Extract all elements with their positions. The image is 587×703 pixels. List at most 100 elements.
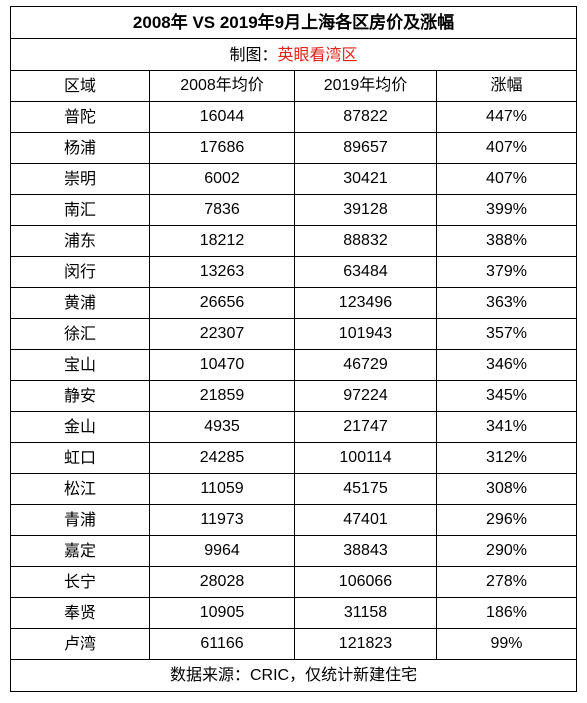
region-cell: 静安 <box>10 380 150 412</box>
region-cell: 浦东 <box>10 225 150 257</box>
table-row: 杨浦 17686 89657 407% <box>10 132 578 164</box>
table-row: 卢湾 61166 121823 99% <box>10 628 578 660</box>
table-row: 奉贤 10905 31158 186% <box>10 597 578 629</box>
price-2019-cell: 47401 <box>294 504 437 536</box>
header-2008: 2008年均价 <box>149 70 295 102</box>
price-2019-cell: 31158 <box>294 597 437 629</box>
price-2008-cell: 9964 <box>149 535 295 567</box>
growth-cell: 312% <box>435 442 578 474</box>
region-cell: 普陀 <box>10 101 150 133</box>
price-2008-cell: 6002 <box>149 163 295 195</box>
growth-cell: 341% <box>435 411 578 443</box>
growth-cell: 99% <box>435 628 578 660</box>
region-cell: 金山 <box>10 411 150 443</box>
growth-cell: 346% <box>435 349 578 381</box>
price-2008-cell: 22307 <box>149 318 295 350</box>
price-2008-cell: 13263 <box>149 256 295 288</box>
price-2008-cell: 4935 <box>149 411 295 443</box>
price-2019-cell: 121823 <box>294 628 437 660</box>
price-2019-cell: 39128 <box>294 194 437 226</box>
price-2008-cell: 7836 <box>149 194 295 226</box>
region-cell: 黄浦 <box>10 287 150 319</box>
table-row: 金山 4935 21747 341% <box>10 411 578 443</box>
price-2008-cell: 17686 <box>149 132 295 164</box>
price-2019-cell: 100114 <box>294 442 437 474</box>
header-2019: 2019年均价 <box>294 70 437 102</box>
price-2008-cell: 10470 <box>149 349 295 381</box>
table-row: 虹口 24285 100114 312% <box>10 442 578 474</box>
maker-label: 制图： <box>229 44 278 64</box>
table-row: 崇明 6002 30421 407% <box>10 163 578 195</box>
region-cell: 嘉定 <box>10 535 150 567</box>
price-2008-cell: 11973 <box>149 504 295 536</box>
table-row: 静安 21859 97224 345% <box>10 380 578 412</box>
table-row: 嘉定 9964 38843 290% <box>10 535 578 567</box>
price-2019-cell: 101943 <box>294 318 437 350</box>
region-cell: 宝山 <box>10 349 150 381</box>
price-2019-cell: 87822 <box>294 101 437 133</box>
source-note: 数据来源：CRIC，仅统计新建住宅 <box>9 659 578 692</box>
price-2008-cell: 16044 <box>149 101 295 133</box>
price-2019-cell: 45175 <box>294 473 437 505</box>
price-2008-cell: 61166 <box>149 628 295 660</box>
region-cell: 虹口 <box>10 442 150 474</box>
growth-cell: 407% <box>435 132 578 164</box>
price-2019-cell: 30421 <box>294 163 437 195</box>
price-table: 2008年 VS 2019年9月上海各区房价及涨幅 制图：英眼看湾区 区域 20… <box>9 6 578 692</box>
header-growth: 涨幅 <box>435 70 578 102</box>
table-row: 长宁 28028 106066 278% <box>10 566 578 598</box>
table-row: 青浦 11973 47401 296% <box>10 504 578 536</box>
header-region: 区域 <box>10 70 150 102</box>
region-cell: 徐汇 <box>10 318 150 350</box>
table-row: 闵行 13263 63484 379% <box>10 256 578 288</box>
table-row: 黄浦 26656 123496 363% <box>10 287 578 319</box>
price-2008-cell: 10905 <box>149 597 295 629</box>
source-row: 数据来源：CRIC，仅统计新建住宅 <box>9 659 578 692</box>
region-cell: 崇明 <box>10 163 150 195</box>
maker-cell: 制图：英眼看湾区 <box>9 38 578 71</box>
maker-row: 制图：英眼看湾区 <box>9 38 578 71</box>
growth-cell: 278% <box>435 566 578 598</box>
growth-cell: 296% <box>435 504 578 536</box>
table-row: 松江 11059 45175 308% <box>10 473 578 505</box>
growth-cell: 345% <box>435 380 578 412</box>
price-2008-cell: 24285 <box>149 442 295 474</box>
region-cell: 杨浦 <box>10 132 150 164</box>
price-2019-cell: 106066 <box>294 566 437 598</box>
growth-cell: 388% <box>435 225 578 257</box>
price-2019-cell: 88832 <box>294 225 437 257</box>
growth-cell: 407% <box>435 163 578 195</box>
region-cell: 松江 <box>10 473 150 505</box>
price-2019-cell: 63484 <box>294 256 437 288</box>
region-cell: 奉贤 <box>10 597 150 629</box>
table-title: 2008年 VS 2019年9月上海各区房价及涨幅 <box>9 6 578 39</box>
price-2008-cell: 11059 <box>149 473 295 505</box>
price-2008-cell: 18212 <box>149 225 295 257</box>
table-body: 2008年 VS 2019年9月上海各区房价及涨幅 制图：英眼看湾区 区域 20… <box>9 6 578 692</box>
header-row: 区域 2008年均价 2019年均价 涨幅 <box>10 70 578 102</box>
growth-cell: 379% <box>435 256 578 288</box>
growth-cell: 447% <box>435 101 578 133</box>
price-2019-cell: 97224 <box>294 380 437 412</box>
table-row: 浦东 18212 88832 388% <box>10 225 578 257</box>
price-2008-cell: 21859 <box>149 380 295 412</box>
growth-cell: 186% <box>435 597 578 629</box>
region-cell: 卢湾 <box>10 628 150 660</box>
growth-cell: 290% <box>435 535 578 567</box>
growth-cell: 363% <box>435 287 578 319</box>
region-cell: 闵行 <box>10 256 150 288</box>
title-row: 2008年 VS 2019年9月上海各区房价及涨幅 <box>9 6 578 39</box>
price-2008-cell: 26656 <box>149 287 295 319</box>
price-2008-cell: 28028 <box>149 566 295 598</box>
region-cell: 青浦 <box>10 504 150 536</box>
table-row: 宝山 10470 46729 346% <box>10 349 578 381</box>
table-row: 徐汇 22307 101943 357% <box>10 318 578 350</box>
price-2019-cell: 38843 <box>294 535 437 567</box>
table-row: 南汇 7836 39128 399% <box>10 194 578 226</box>
region-cell: 南汇 <box>10 194 150 226</box>
table-row: 普陀 16044 87822 447% <box>10 101 578 133</box>
maker-name: 英眼看湾区 <box>277 44 358 64</box>
growth-cell: 399% <box>435 194 578 226</box>
price-2019-cell: 123496 <box>294 287 437 319</box>
growth-cell: 308% <box>435 473 578 505</box>
